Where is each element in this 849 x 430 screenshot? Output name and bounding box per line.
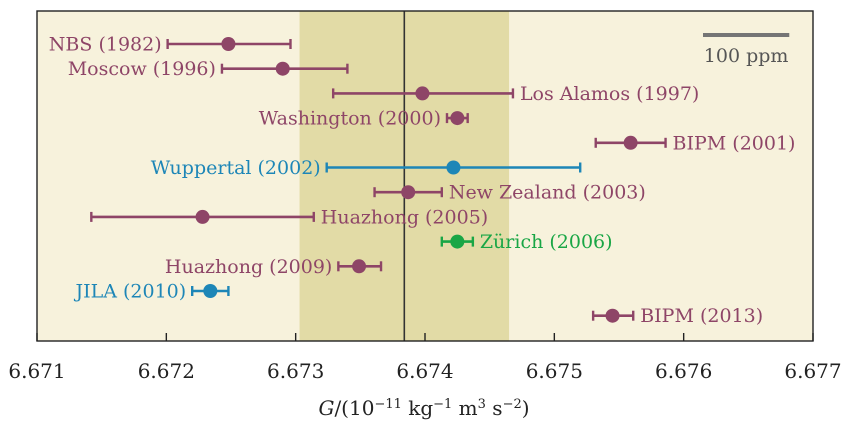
measurement: Washington (2000): [259, 108, 469, 130]
data-point: [203, 284, 218, 298]
measurement: BIPM (2013): [591, 305, 763, 327]
x-tick-label: 6.672: [138, 359, 195, 383]
x-tick-label: 6.677: [784, 359, 841, 383]
data-point: [605, 308, 620, 323]
measurement: New Zealand (2003): [373, 182, 646, 204]
point-label: Moscow (1996): [68, 58, 216, 80]
data-point: [415, 86, 430, 101]
x-tick-label: 6.676: [655, 359, 712, 383]
point-label: BIPM (2001): [673, 132, 796, 154]
point-label: Huazhong (2005): [321, 206, 488, 228]
measurement: Wuppertal (2002): [151, 157, 582, 179]
x-tick-label: 6.671: [8, 359, 65, 383]
point-label: Wuppertal (2002): [151, 157, 321, 179]
x-tick-label: 6.673: [267, 359, 324, 383]
measurement: NBS (1982): [49, 34, 292, 56]
measurement-points: NBS (1982)Moscow (1996) Los Alamos (1997)…: [49, 34, 796, 328]
data-point: [401, 185, 416, 200]
x-axis-title: G/(10−11 kg−1 m3 s−2): [318, 396, 529, 420]
x-axis-ticks: 6.671 6.672 6.673 6.674 6.675 6.676 6.677: [8, 333, 842, 383]
data-point: [195, 209, 210, 224]
measurement: Moscow (1996): [68, 58, 349, 80]
point-label: JILA (2010): [74, 281, 187, 303]
scale-bar-label: 100 ppm: [704, 45, 789, 67]
point-label: Los Alamos (1997): [520, 83, 699, 105]
measurement: Los Alamos (1997): [331, 83, 699, 105]
data-point: [275, 61, 290, 76]
measurement: JILA (2010): [74, 281, 230, 303]
point-label: New Zealand (2003): [449, 182, 646, 204]
x-tick-label: 6.674: [396, 359, 453, 383]
data-point: [352, 259, 367, 274]
point-label: Huazhong (2009): [165, 256, 332, 278]
point-label: Washington (2000): [259, 108, 441, 130]
data-point: [450, 111, 465, 126]
point-label: NBS (1982): [49, 34, 162, 56]
measurement: BIPM (2001): [594, 132, 796, 154]
point-label: Zürich (2006): [480, 231, 613, 253]
data-point: [221, 37, 236, 51]
measurement: Huazhong (2009): [165, 256, 383, 278]
measurement: Zürich (2006): [440, 231, 613, 253]
data-point: [446, 160, 461, 175]
x-tick-label: 6.675: [526, 359, 583, 383]
data-point: [623, 135, 638, 150]
data-point: [450, 234, 465, 249]
point-label: BIPM (2013): [640, 305, 763, 327]
measurement: Huazhong (2005): [90, 206, 488, 228]
